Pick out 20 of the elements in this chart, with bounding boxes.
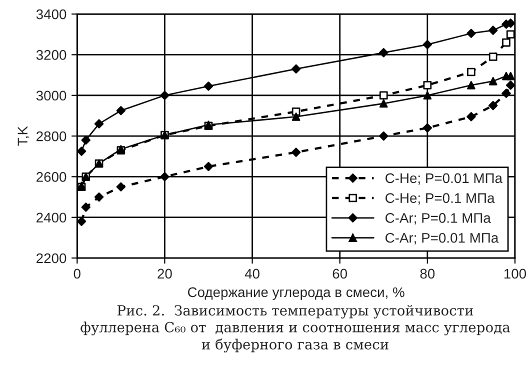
legend-label: C-He; P=0.01 МПа — [386, 173, 502, 185]
legend-label: C-Ar; P=0.1 МПа — [386, 213, 491, 225]
y-tick-label: 3400 — [36, 9, 66, 20]
x-tick-label: 100 — [504, 268, 526, 279]
legend-label: C-He; P=0.1 МПа — [386, 193, 495, 205]
x-tick-label: 40 — [244, 268, 260, 279]
y-tick-label: 2600 — [36, 172, 66, 182]
y-tick-label: 2800 — [36, 131, 66, 142]
y-tick-label: 3200 — [36, 50, 66, 60]
x-tick-label: 60 — [332, 268, 348, 279]
x-tick-label: 80 — [420, 268, 435, 279]
y-tick-label: 3000 — [36, 90, 66, 101]
y-axis-title: T,K — [18, 126, 30, 146]
x-axis-title: Содержание углерода в смеси, % — [188, 287, 404, 300]
x-tick-label: 0 — [74, 268, 80, 279]
legend-label: C-Ar; P=0.01 МПа — [386, 232, 499, 244]
x-tick-label: 20 — [158, 268, 172, 279]
text: Рис. 2. Зависимость температуры устойчивости фуллерена C₆₀ от давления и соотношения масс углерода и буферного газа в смеси — [80, 304, 510, 352]
y-tick-label: 2400 — [36, 212, 66, 223]
y-tick-label: 2200 — [36, 253, 66, 264]
